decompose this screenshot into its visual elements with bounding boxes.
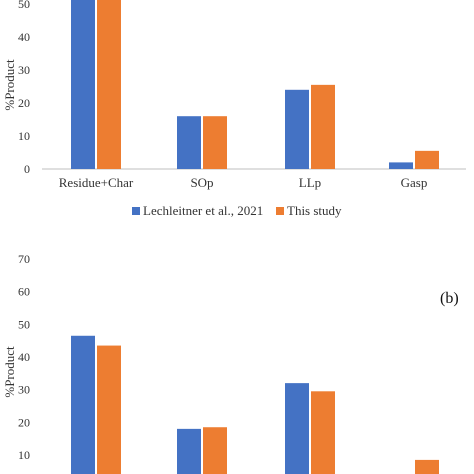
panel-a: %Product 0 10 20 30 40 50 Residue+Char SOp LLp G… xyxy=(2,0,466,218)
y-tick-label: 40 xyxy=(18,30,30,44)
y-tick-label: 10 xyxy=(18,129,30,143)
y-tick-label: 30 xyxy=(18,63,30,77)
bar-gasp-series-0 xyxy=(389,162,413,169)
x-category-label: LLp xyxy=(299,175,321,190)
bar-sop-series-0 xyxy=(177,116,201,169)
bar-llp-series-1 xyxy=(311,391,335,474)
panel-a-category-labels: Residue+Char SOp LLp Gasp xyxy=(59,175,428,190)
panel-b-y-ticks: 10 20 30 40 50 60 70 xyxy=(18,252,30,462)
y-tick-label: 60 xyxy=(18,285,30,299)
panel-a-bars xyxy=(71,0,439,169)
panel-b: %Product (b) 10 20 30 40 50 60 70 xyxy=(2,252,459,474)
y-tick-label: 50 xyxy=(18,0,30,11)
bar-llp-series-0 xyxy=(285,383,309,474)
x-category-label: SOp xyxy=(190,175,213,190)
bar-llp-series-0 xyxy=(285,89,309,169)
y-tick-label: 0 xyxy=(24,162,30,176)
legend-swatch-lechleitner xyxy=(132,207,140,215)
bar-sop-series-1 xyxy=(203,427,227,474)
y-tick-label: 40 xyxy=(18,350,30,364)
legend-swatch-this-study xyxy=(276,207,284,215)
legend-label-this-study: This study xyxy=(287,203,342,218)
y-tick-label: 20 xyxy=(18,415,30,429)
x-category-label: Gasp xyxy=(401,175,428,190)
panel-a-y-ticks: 0 10 20 30 40 50 xyxy=(18,0,30,176)
bar-sop-series-1 xyxy=(203,116,227,169)
bar-gasp-series-1 xyxy=(415,150,439,169)
y-tick-label: 10 xyxy=(18,448,30,462)
x-category-label: Residue+Char xyxy=(59,175,134,190)
y-tick-label: 50 xyxy=(18,317,30,331)
bar-gasp-series-1 xyxy=(415,459,439,474)
panel-a-y-axis-label: %Product xyxy=(2,59,17,111)
bar-sop-series-0 xyxy=(177,428,201,474)
panel-b-label: (b) xyxy=(440,290,459,307)
bar-residue-char-series-0 xyxy=(71,0,95,169)
panel-b-y-axis-label: %Product xyxy=(2,346,17,398)
panel-b-bars xyxy=(71,335,439,474)
bar-residue-char-series-1 xyxy=(97,0,121,169)
y-tick-label: 20 xyxy=(18,96,30,110)
bar-llp-series-1 xyxy=(311,84,335,169)
bar-residue-char-series-1 xyxy=(97,345,121,474)
legend-label-lechleitner: Lechleitner et al., 2021 xyxy=(143,203,263,218)
y-tick-label: 30 xyxy=(18,383,30,397)
bar-residue-char-series-0 xyxy=(71,335,95,474)
legend: Lechleitner et al., 2021 This study xyxy=(132,203,342,218)
y-tick-label: 70 xyxy=(18,252,30,266)
